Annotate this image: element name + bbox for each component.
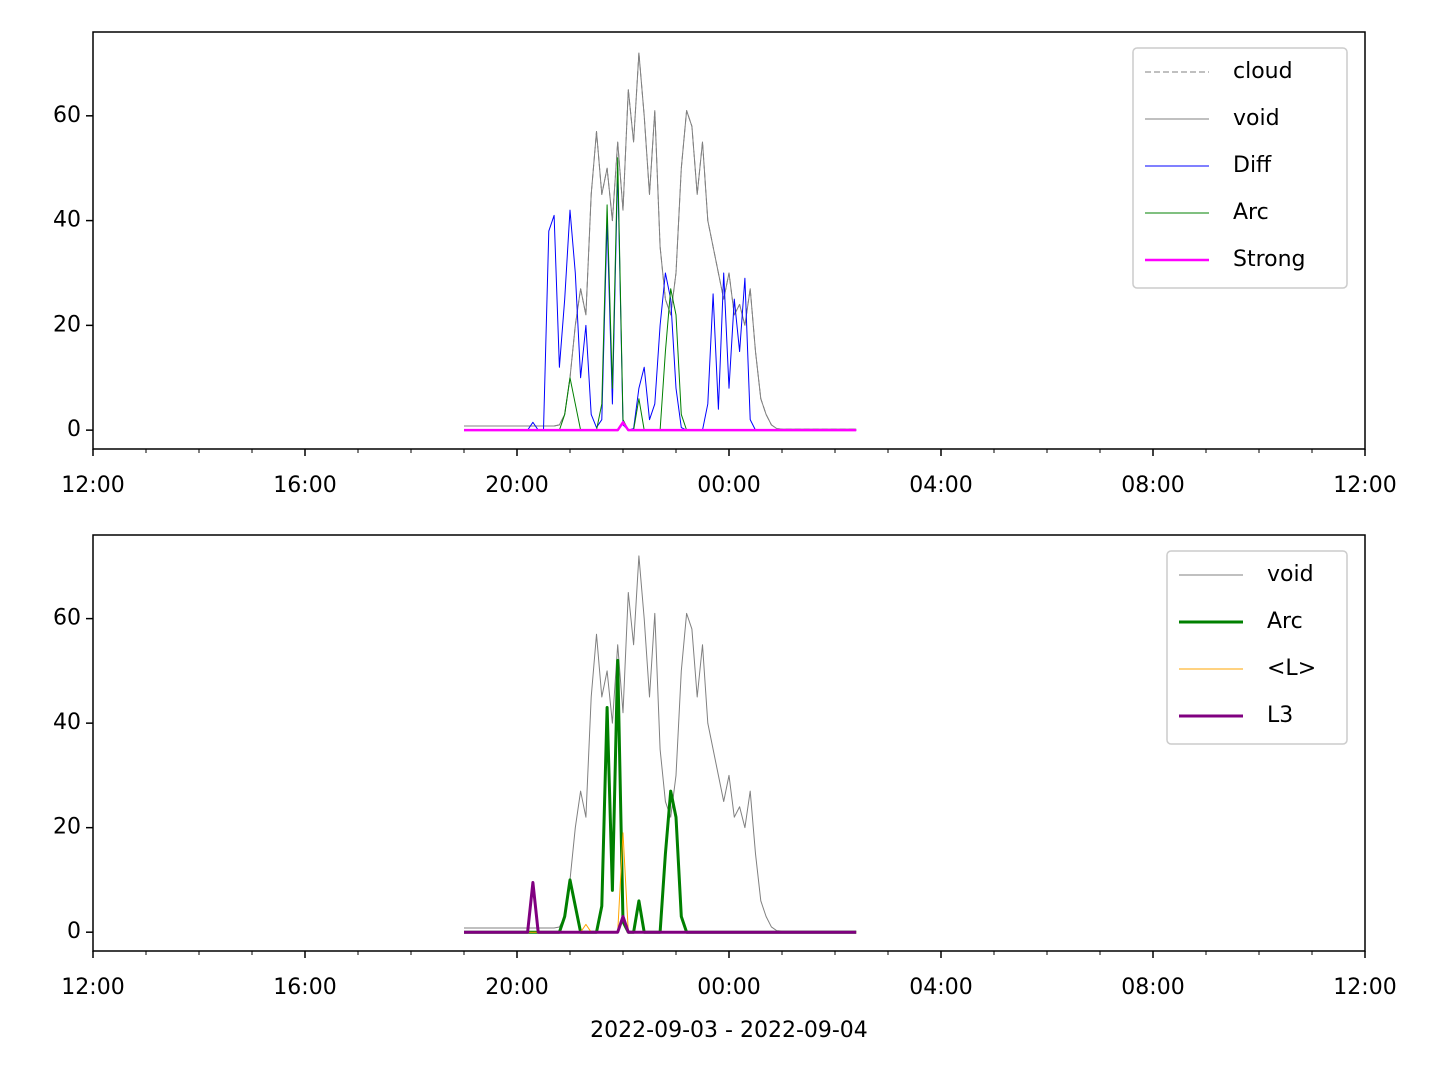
- y-tick-label: 40: [53, 208, 81, 233]
- series-line: [464, 157, 857, 431]
- x-axis-label: 2022-09-03 - 2022-09-04: [590, 1018, 868, 1043]
- y-tick-label: 60: [53, 606, 81, 631]
- x-tick-label: 16:00: [273, 473, 336, 498]
- legend-label: cloud: [1233, 59, 1293, 84]
- legend-label: Diff: [1233, 153, 1272, 178]
- y-tick-label: 0: [67, 919, 81, 944]
- y-tick-label: 20: [53, 815, 81, 840]
- legend-box: [1132, 47, 1348, 289]
- x-tick-label: 00:00: [697, 975, 760, 1000]
- y-tick-label: 0: [67, 417, 81, 442]
- legend-label: <L>: [1267, 656, 1316, 681]
- series-line: [464, 881, 857, 934]
- legend-label: void: [1267, 562, 1314, 587]
- legend-box: [1166, 550, 1348, 745]
- series-line: [464, 658, 857, 934]
- legend-label: Arc: [1267, 609, 1303, 634]
- legend-label: L3: [1267, 703, 1293, 728]
- series-line: [464, 52, 857, 430]
- x-tick-label: 12:00: [1333, 975, 1396, 1000]
- x-tick-label: 20:00: [485, 975, 548, 1000]
- legend-label: Strong: [1233, 247, 1306, 272]
- series-line: [464, 421, 857, 432]
- series-line: [464, 555, 857, 932]
- series-line: [464, 167, 857, 431]
- y-tick-label: 40: [53, 710, 81, 735]
- y-tick-label: 20: [53, 312, 81, 337]
- x-tick-label: 12:00: [61, 473, 124, 498]
- x-tick-label: 04:00: [909, 975, 972, 1000]
- y-tick-label: 60: [53, 103, 81, 128]
- x-tick-label: 16:00: [273, 975, 336, 1000]
- x-tick-label: 12:00: [1333, 473, 1396, 498]
- x-tick-label: 04:00: [909, 473, 972, 498]
- x-tick-label: 00:00: [697, 473, 760, 498]
- x-tick-label: 12:00: [61, 975, 124, 1000]
- legend-label: Arc: [1233, 200, 1269, 225]
- legend-label: void: [1233, 106, 1280, 131]
- x-tick-label: 20:00: [485, 473, 548, 498]
- x-tick-label: 08:00: [1121, 975, 1184, 1000]
- x-tick-label: 08:00: [1121, 473, 1184, 498]
